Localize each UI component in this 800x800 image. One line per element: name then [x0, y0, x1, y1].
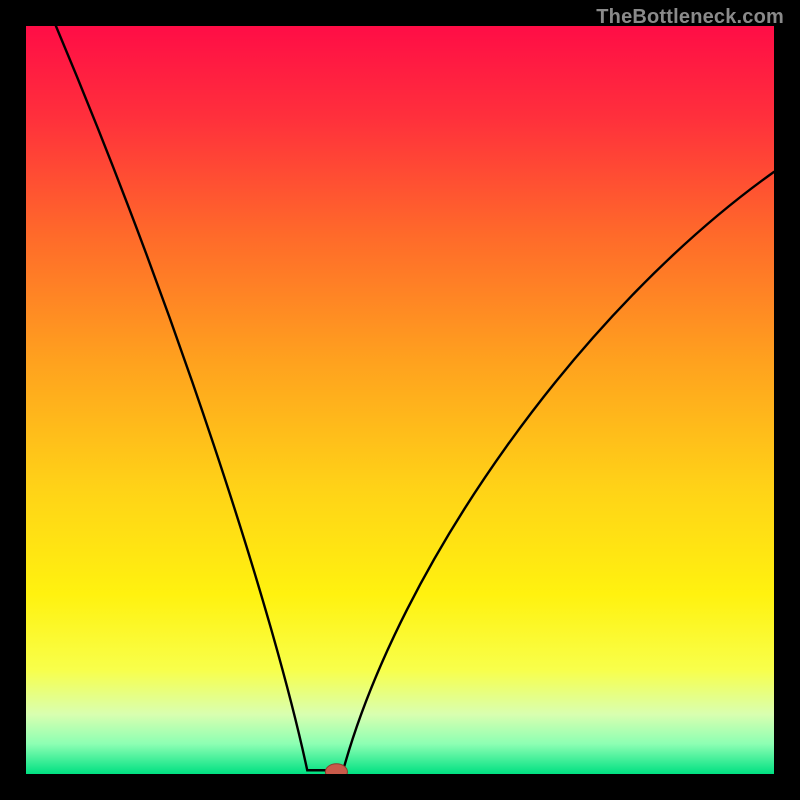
plot-background: [26, 26, 774, 774]
chart-stage: TheBottleneck.com: [0, 0, 800, 800]
chart-svg: [0, 0, 800, 800]
